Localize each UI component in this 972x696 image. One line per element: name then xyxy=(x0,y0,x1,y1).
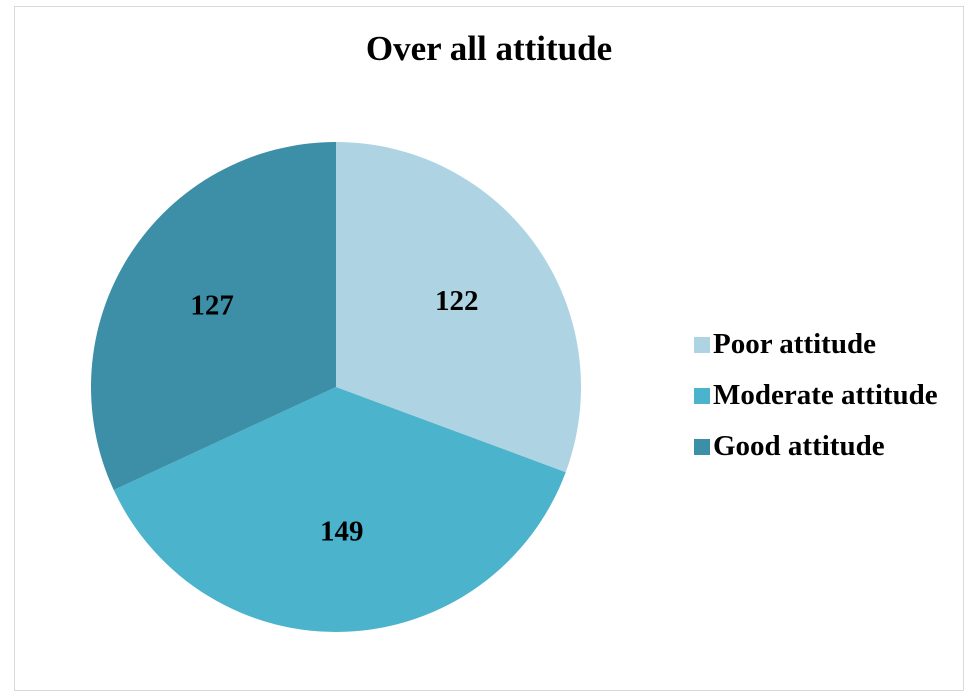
legend-label-good-attitude: Good attitude xyxy=(713,430,885,462)
data-label-moderate-attitude: 149 xyxy=(320,516,364,548)
pie-slices xyxy=(90,142,582,632)
legend-item-good-attitude: Good attitude xyxy=(694,421,938,472)
pie-slice-poor-attitude xyxy=(336,142,582,473)
pie-chart: 122 149 127 xyxy=(90,142,582,632)
data-label-poor-attitude: 122 xyxy=(435,285,479,317)
pie-slice-moderate-attitude xyxy=(113,387,566,632)
legend-swatch-good-attitude xyxy=(694,438,710,455)
legend-item-poor-attitude: Poor attitude xyxy=(694,319,938,370)
chart-title: Over all attitude xyxy=(365,29,613,68)
legend-item-moderate-attitude: Moderate attitude xyxy=(694,370,938,421)
legend: Poor attitude Moderate attitude Good att… xyxy=(694,319,938,472)
pie-data-labels: 122 149 127 xyxy=(190,285,478,548)
pie-slice-good-attitude xyxy=(90,142,336,491)
chart-frame: Over all attitude 122 149 127 Poor attitud… xyxy=(14,6,964,691)
data-label-good-attitude: 127 xyxy=(190,290,234,322)
legend-label-poor-attitude: Poor attitude xyxy=(713,328,876,360)
legend-label-moderate-attitude: Moderate attitude xyxy=(713,379,938,411)
legend-swatch-moderate-attitude xyxy=(694,387,710,404)
legend-swatch-poor-attitude xyxy=(694,336,710,353)
